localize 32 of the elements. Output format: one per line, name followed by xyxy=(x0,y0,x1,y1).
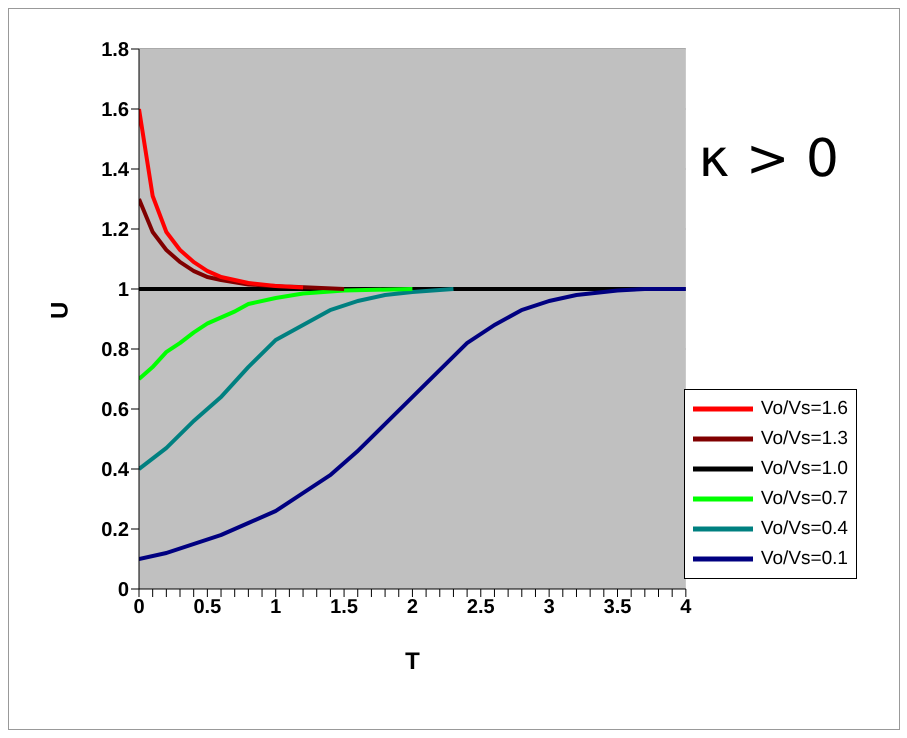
x-tick-label: 2 xyxy=(406,596,418,618)
x-tick-label: 2.5 xyxy=(466,596,495,618)
y-tick-label: 1 xyxy=(118,279,129,302)
legend-label: Vo/Vs=0.7 xyxy=(760,488,848,510)
y-tick-label: 0.6 xyxy=(101,399,129,422)
y-tick-label: 0.2 xyxy=(101,519,129,542)
y-tick-label: 1.6 xyxy=(101,99,129,122)
legend-label: Vo/Vs=1.3 xyxy=(760,428,848,450)
legend-label: Vo/Vs=1.6 xyxy=(760,398,848,420)
y-tick-label: 1.4 xyxy=(101,159,130,182)
y-tick-label: 0.8 xyxy=(101,339,129,362)
y-tick-label: 1.8 xyxy=(101,39,129,62)
line-series xyxy=(139,287,456,471)
line-series xyxy=(139,287,414,381)
legend-label: Vo/Vs=0.1 xyxy=(760,548,848,570)
legend-label: Vo/Vs=0.4 xyxy=(760,518,848,540)
x-tick-label: 0 xyxy=(133,596,145,618)
x-tick-label: 4 xyxy=(680,596,692,618)
x-tick-label: 1 xyxy=(270,596,282,618)
line-series xyxy=(139,107,306,290)
legend-label: Vo/Vs=1.0 xyxy=(760,458,848,480)
x-tick-label: 1.5 xyxy=(330,596,358,618)
y-tick-label: 1.2 xyxy=(101,219,129,242)
y-tick-label: 0.4 xyxy=(101,459,130,482)
x-axis-title: T xyxy=(405,648,420,675)
line-series xyxy=(139,287,686,561)
text: κ > 0 xyxy=(698,129,839,189)
y-tick-label: 0 xyxy=(118,579,129,602)
y-axis-title: U xyxy=(46,302,74,319)
x-tick-label: 3 xyxy=(544,596,555,618)
x-tick-label: 3.5 xyxy=(604,596,632,618)
x-tick-label: 0.5 xyxy=(193,596,222,618)
